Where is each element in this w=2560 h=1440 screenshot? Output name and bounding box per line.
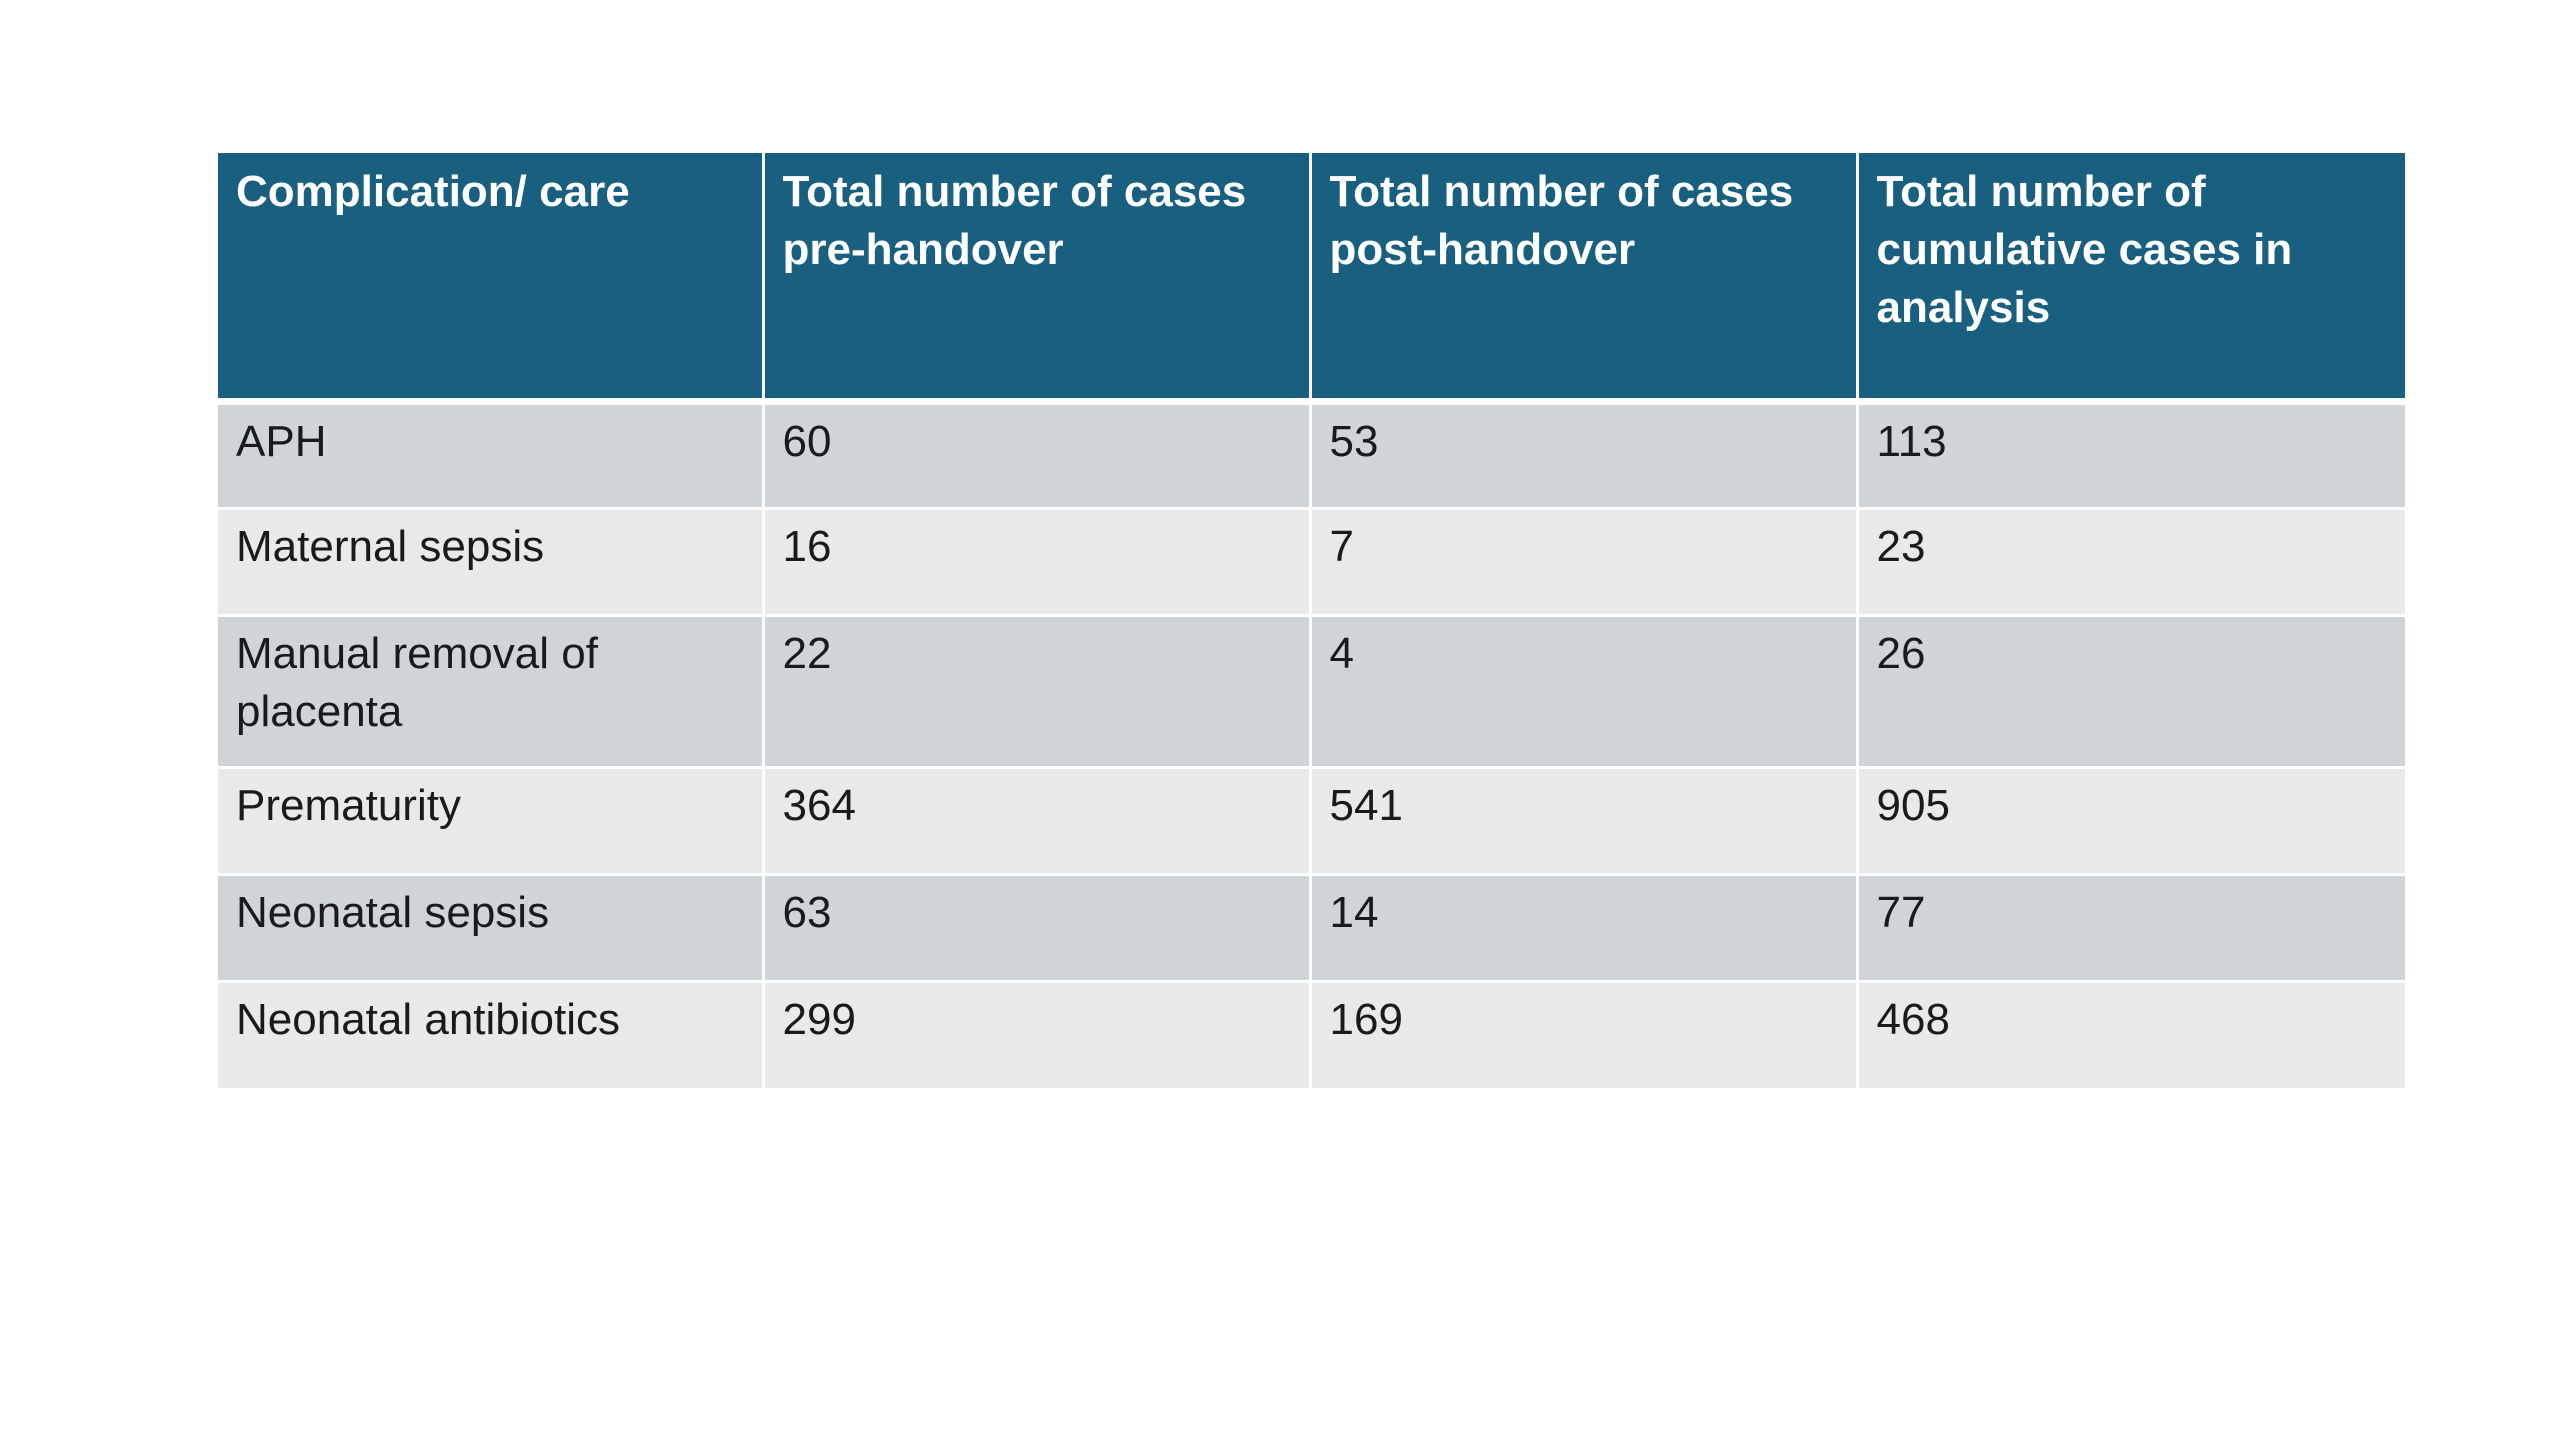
cell-cumulative: 113 [1855,399,2405,508]
cell-post-handover: 169 [1308,979,1857,1088]
cell-pre-handover: 299 [761,979,1310,1088]
cell-post-handover: 7 [1308,506,1857,615]
cell-pre-handover: 63 [761,872,1310,981]
cell-pre-handover: 60 [761,399,1310,508]
header-complication: Complication/ care [218,153,763,405]
complications-table: Complication/ care Total number of cases… [218,153,2405,1088]
cell-complication: Manual removal of placenta [218,613,763,767]
cell-complication: Prematurity [218,765,763,874]
table-row: APH 60 53 113 [218,399,2405,508]
table-body: APH 60 53 113 Maternal sepsis 16 7 23 Ma… [218,399,2405,1088]
cell-pre-handover: 22 [761,613,1310,767]
header-row: Complication/ care Total number of cases… [218,153,2405,405]
header-post-handover: Total number of cases post-handover [1308,153,1857,405]
cell-post-handover: 53 [1308,399,1857,508]
cell-pre-handover: 364 [761,765,1310,874]
cell-cumulative: 468 [1855,979,2405,1088]
table-header: Complication/ care Total number of cases… [218,153,2405,405]
cell-cumulative: 905 [1855,765,2405,874]
cell-post-handover: 541 [1308,765,1857,874]
table-row: Prematurity 364 541 905 [218,765,2405,874]
header-pre-handover: Total number of cases pre-handover [761,153,1310,405]
cell-complication: APH [218,399,763,508]
header-cumulative: Total number of cumulative cases in anal… [1855,153,2405,405]
cell-cumulative: 23 [1855,506,2405,615]
table-row: Manual removal of placenta 22 4 26 [218,613,2405,767]
cell-post-handover: 4 [1308,613,1857,767]
cell-cumulative: 26 [1855,613,2405,767]
cell-cumulative: 77 [1855,872,2405,981]
cell-complication: Maternal sepsis [218,506,763,615]
cell-pre-handover: 16 [761,506,1310,615]
cell-complication: Neonatal antibiotics [218,979,763,1088]
table-row: Maternal sepsis 16 7 23 [218,506,2405,615]
table-row: Neonatal antibiotics 299 169 468 [218,979,2405,1088]
cell-post-handover: 14 [1308,872,1857,981]
table-row: Neonatal sepsis 63 14 77 [218,872,2405,981]
cell-complication: Neonatal sepsis [218,872,763,981]
